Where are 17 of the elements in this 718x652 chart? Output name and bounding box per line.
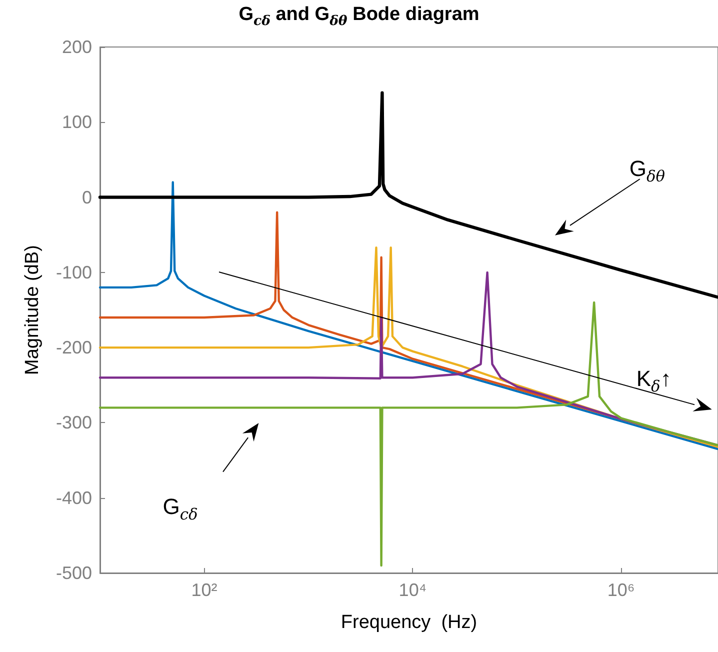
y-tick-label: -500 bbox=[56, 563, 92, 583]
x-tick-label: 10² bbox=[191, 580, 218, 600]
annotation: G$_{δθ}$ bbox=[629, 156, 666, 186]
y-tick-label: -300 bbox=[56, 412, 92, 433]
x-tick-label: 10⁶ bbox=[607, 580, 635, 600]
x-axis-title: Frequency (Hz) bbox=[340, 612, 478, 633]
annotation: K$_{δ}$↑ bbox=[636, 366, 672, 396]
y-tick-label: -100 bbox=[56, 262, 92, 282]
y-tick-label: -400 bbox=[56, 488, 92, 508]
y-tick-label: 100 bbox=[62, 112, 92, 132]
chart-title: G$_{cδ}$ and G$_{δθ}$ Bode diagram bbox=[238, 4, 480, 29]
annotation: G$_{cδ}$ bbox=[162, 494, 198, 524]
y-tick-label: 200 bbox=[62, 37, 92, 57]
y-tick-label: -200 bbox=[56, 338, 92, 358]
x-tick-label: 10⁴ bbox=[398, 580, 427, 600]
y-tick-label: 0 bbox=[82, 187, 92, 208]
y-axis-title: Magnitude (dB) bbox=[22, 245, 43, 375]
